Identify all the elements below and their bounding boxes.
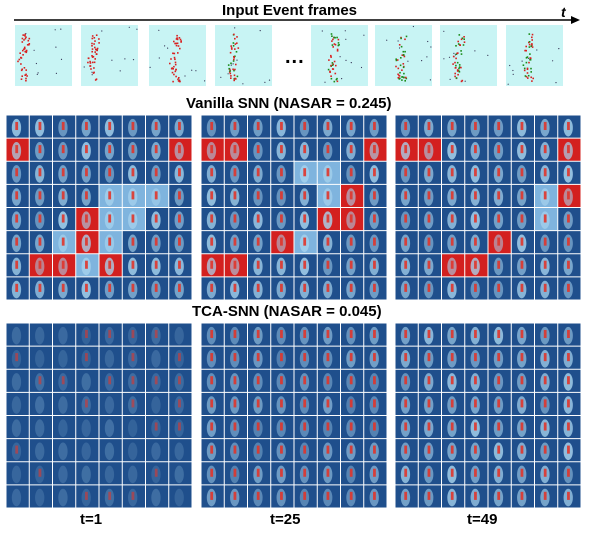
attention-map-cell [122, 416, 145, 439]
attention-map-cell [53, 416, 76, 439]
attention-map-cell [99, 392, 122, 416]
attention-map-cell [169, 439, 192, 462]
event-frame-2 [81, 25, 138, 86]
attention-map-cell [76, 369, 99, 392]
vanilla-attention-grid-t1 [6, 115, 192, 300]
event-frame-7 [440, 25, 497, 86]
input-event-frames-title: Input Event frames [222, 2, 358, 19]
tca-attention-grid-t1 [6, 323, 192, 508]
attention-map-cell [29, 485, 52, 508]
tca-attention-grid-t25 [201, 323, 387, 508]
attention-map-cell [99, 462, 122, 485]
event-frame-8 [506, 25, 563, 86]
attention-map-cell [146, 392, 169, 416]
attention-map-cell [76, 416, 99, 439]
attention-map-cell [146, 485, 169, 508]
timestep-label-t1: t=1 [80, 511, 103, 528]
attention-map-cell [29, 346, 52, 369]
event-frame-3 [149, 25, 206, 86]
attention-map-cell [122, 462, 145, 485]
event-frame-1 [15, 25, 72, 86]
attention-map-cell [53, 485, 76, 508]
attention-map-cell [6, 392, 29, 416]
attention-map-cell [122, 439, 145, 462]
attention-map-cell [6, 369, 29, 392]
attention-map-cell [6, 416, 29, 439]
attention-map-cell [6, 462, 29, 485]
vanilla-attention-grid-t49 [395, 115, 581, 300]
attention-map-cell [53, 346, 76, 369]
event-frame-5 [311, 25, 368, 86]
attention-map-cell [76, 462, 99, 485]
time-arrow-icon [14, 16, 580, 24]
attention-map-cell [53, 462, 76, 485]
attention-map-cell [76, 439, 99, 462]
event-frame-6 [375, 25, 432, 86]
attention-map-cell [99, 416, 122, 439]
attention-map-cell [53, 323, 76, 346]
attention-map-cell [146, 439, 169, 462]
attention-map-cell [29, 323, 52, 346]
attention-map-cell [6, 485, 29, 508]
time-axis-label: t [561, 4, 566, 20]
attention-map-cell [6, 323, 29, 346]
attention-map-cell [169, 485, 192, 508]
attention-map-cell [146, 346, 169, 369]
attention-map-cell [99, 346, 122, 369]
attention-map-cell [29, 392, 52, 416]
attention-map-cell [29, 416, 52, 439]
timestep-label-t49: t=49 [467, 511, 498, 528]
vanilla-snn-title: Vanilla SNN (NASAR = 0.245) [186, 95, 392, 112]
vanilla-attention-grid-t25 [201, 115, 387, 300]
attention-map-cell [53, 392, 76, 416]
attention-map-cell [99, 439, 122, 462]
attention-map-cell [53, 439, 76, 462]
frames-ellipsis: ... [285, 46, 305, 68]
attention-map-cell [29, 439, 52, 462]
attention-map-cell [169, 323, 192, 346]
tca-attention-grid-t49 [395, 323, 581, 508]
tca-snn-title: TCA-SNN (NASAR = 0.045) [192, 303, 382, 320]
timestep-label-t25: t=25 [270, 511, 301, 528]
event-frame-4 [215, 25, 272, 86]
attention-map-cell [169, 462, 192, 485]
